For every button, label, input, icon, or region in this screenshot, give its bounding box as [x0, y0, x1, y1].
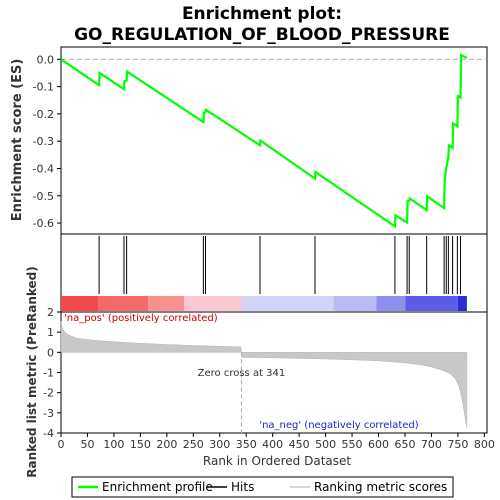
- metric-panel-frame: [60, 311, 488, 434]
- x-tick-label: 450: [289, 438, 310, 451]
- rank-color-segment: [98, 296, 149, 311]
- rank-color-segment: [148, 296, 185, 311]
- x-axis-label: Rank in Ordered Dataset: [203, 454, 351, 468]
- legend-label: Enrichment profile: [102, 480, 213, 494]
- x-tick-label: 150: [130, 438, 151, 451]
- ranking-metric-area: [60, 321, 468, 429]
- es-y-tick-label: -0.6: [33, 217, 54, 230]
- metric-y-tick-label: 1: [47, 326, 54, 339]
- metric-x-axis: 0 50 100 150 200 250 300 350 400 450 500 550 600 650 7…: [58, 433, 495, 451]
- x-tick-label: 250: [183, 438, 204, 451]
- x-tick-label: 50: [80, 438, 94, 451]
- zero-cross-label: Zero cross at 341: [198, 368, 286, 379]
- x-tick-label: 700: [421, 438, 442, 451]
- chart-title-line2: GO_REGULATION_OF_BLOOD_PRESSURE: [74, 25, 450, 45]
- metric-y-axis-label: Ranked list metric (PreRanked): [25, 266, 39, 478]
- metric-y-axis: 2 1 0 -1 -2 -3 -4: [43, 306, 61, 440]
- x-tick-label: 650: [394, 438, 415, 451]
- x-tick-label: 750: [447, 438, 468, 451]
- positive-label: 'na_pos' (positively correlated): [64, 313, 218, 324]
- es-y-axis-label: Enrichment score (ES): [10, 59, 25, 222]
- rank-color-segment: [333, 296, 377, 311]
- rank-color-segment: [376, 296, 406, 311]
- rank-color-bar: [61, 296, 467, 311]
- es-panel-frame: [60, 46, 488, 235]
- x-tick-label: 0: [58, 438, 65, 451]
- legend-box: [71, 476, 454, 498]
- es-y-tick-label: -0.4: [33, 162, 54, 175]
- metric-y-tick-label: -1: [43, 367, 54, 380]
- hit-markers: [98, 236, 462, 294]
- x-tick-label: 350: [236, 438, 257, 451]
- es-y-tick-label: -0.5: [33, 190, 54, 203]
- metric-y-tick-label: -2: [43, 387, 54, 400]
- es-y-tick-label: -0.3: [33, 135, 54, 148]
- legend-label: Hits: [231, 480, 254, 494]
- es-y-tick-label: 0.0: [37, 53, 55, 66]
- ranking-metric-scores: [60, 321, 468, 429]
- rank-color-segment: [457, 296, 467, 311]
- x-tick-label: 800: [474, 438, 495, 451]
- rank-color-segment: [184, 296, 242, 311]
- x-tick-label: 300: [209, 438, 230, 451]
- metric-y-tick-label: 2: [47, 306, 54, 319]
- x-tick-label: 200: [156, 438, 177, 451]
- chart-title-line1: Enrichment plot:: [182, 4, 342, 24]
- enrichment-profile-line: [60, 53, 468, 229]
- x-tick-label: 600: [368, 438, 389, 451]
- legend: Enrichment profile Hits Ranking metric sco…: [78, 480, 447, 494]
- x-tick-label: 400: [262, 438, 283, 451]
- es-y-tick-label: -0.2: [33, 108, 54, 121]
- rank-color-segment: [241, 296, 334, 311]
- metric-y-tick-label: -3: [43, 407, 54, 420]
- es-y-axis: 0.0 -0.1 -0.2 -0.3 -0.4 -0.5 -0.6: [33, 53, 61, 230]
- metric-y-tick-label: 0: [47, 346, 54, 359]
- es-series: [60, 53, 468, 229]
- rank-color-segment: [405, 296, 458, 311]
- rank-color-segment: [61, 296, 99, 311]
- x-tick-label: 100: [103, 438, 124, 451]
- legend-label: Ranking metric scores: [314, 480, 447, 494]
- x-tick-label: 550: [342, 438, 363, 451]
- metric-y-tick-label: -4: [43, 427, 54, 440]
- es-y-tick-label: -0.1: [33, 81, 54, 94]
- negative-label: 'na_neg' (negatively correlated): [259, 420, 418, 431]
- x-tick-label: 500: [315, 438, 336, 451]
